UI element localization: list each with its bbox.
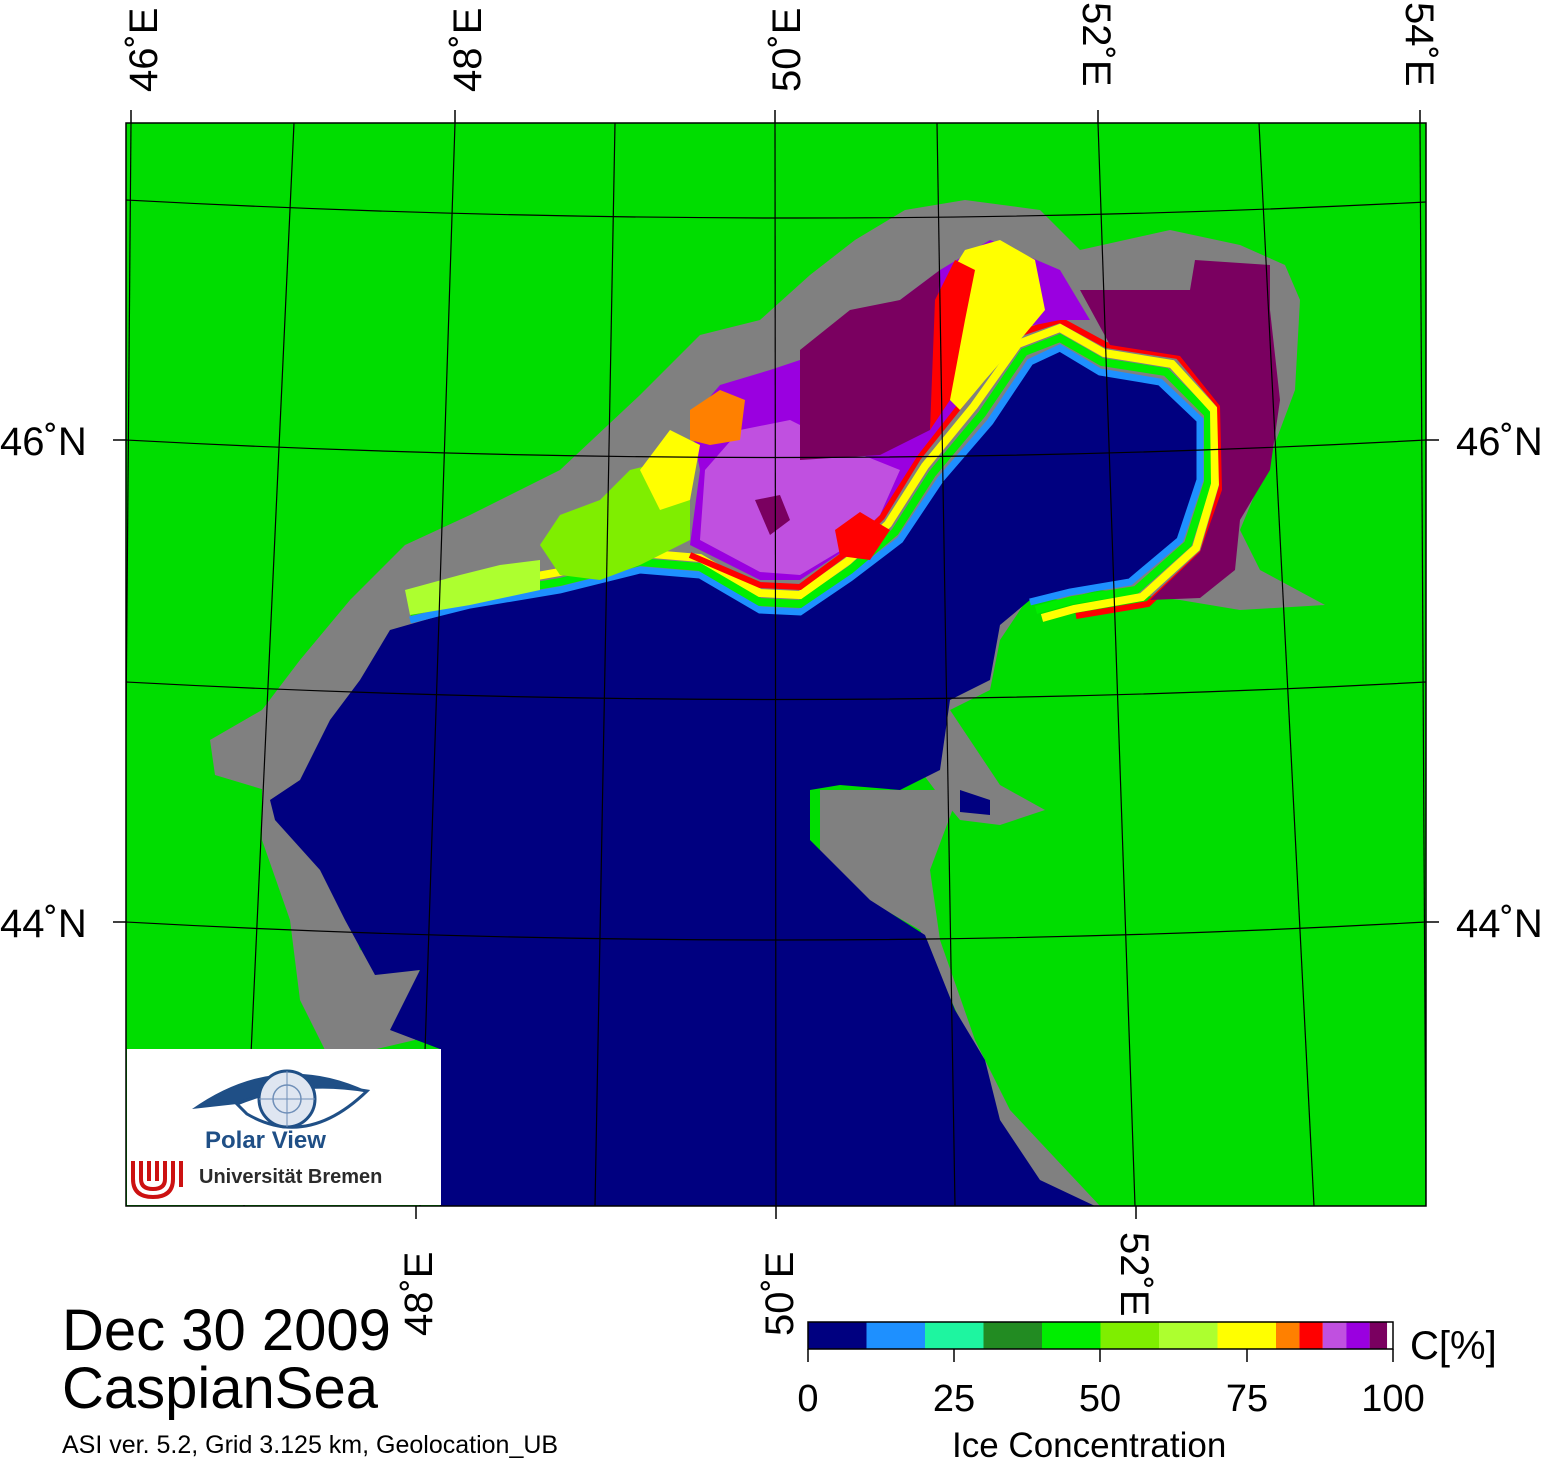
lon-label-top-52: 52˚E xyxy=(1074,2,1118,87)
map-date: Dec 30 2009 xyxy=(62,1298,391,1363)
ice-rim-low xyxy=(409,344,1204,624)
logo-title: Polar View xyxy=(205,1127,326,1154)
lon-label-top-50: 50˚E xyxy=(765,8,809,93)
ice-red-south xyxy=(835,512,890,560)
colorbar-tick-label: 100 xyxy=(1361,1378,1425,1420)
ice-rim-mid xyxy=(409,333,1212,616)
colorbar-unit: C[%] xyxy=(1410,1324,1497,1368)
colorbar-bin xyxy=(866,1322,925,1349)
axis-ticks xyxy=(113,110,1439,1219)
colorbar-bin xyxy=(808,1322,867,1349)
map-info: ASI ver. 5.2, Grid 3.125 km, Geolocation… xyxy=(62,1431,559,1459)
lat-label-right-44: 44˚N xyxy=(1456,902,1543,946)
ice-very-high-3 xyxy=(755,495,790,535)
colorbar-bin xyxy=(1217,1322,1276,1349)
colorbar-bin xyxy=(1276,1322,1300,1349)
colorbar-title: Ice Concentration xyxy=(952,1426,1227,1465)
coastal-fringe-west xyxy=(262,780,420,1060)
colorbar-tick-label: 0 xyxy=(797,1378,819,1420)
caspian-sea-water xyxy=(270,345,1200,1206)
lat-label-right-46: 46˚N xyxy=(1456,420,1543,464)
map-region: CaspianSea xyxy=(62,1356,378,1421)
colorbar-bin xyxy=(1299,1322,1323,1349)
colorbar-bin xyxy=(925,1322,984,1349)
colorbar-bin xyxy=(1159,1322,1218,1349)
colorbar-bin xyxy=(1322,1322,1347,1349)
colorbar-bin xyxy=(1042,1322,1101,1349)
ice-very-high-2 xyxy=(1080,260,1280,600)
colorbar-bin xyxy=(1100,1322,1159,1349)
colorbar-bin xyxy=(1369,1322,1388,1349)
lon-label-top-48: 48˚E xyxy=(446,8,490,93)
lon-label-top-54: 54˚E xyxy=(1397,2,1441,87)
lon-label-bottom-48: 48˚E xyxy=(397,1252,441,1337)
university-mark-icon xyxy=(131,1161,183,1200)
lat-label-left-44: 44˚N xyxy=(0,902,87,946)
colorbar-bin xyxy=(1387,1322,1393,1349)
sea-bay xyxy=(960,790,990,815)
ice-orange-west xyxy=(690,390,745,445)
colorbar-bin xyxy=(983,1322,1042,1349)
colorbar xyxy=(808,1322,1393,1349)
logo-institution: Universität Bremen xyxy=(199,1166,383,1188)
colorbar-tick-label: 50 xyxy=(1078,1378,1122,1420)
colorbar-ticks xyxy=(807,1349,1394,1362)
eye-logo-icon xyxy=(192,1069,371,1129)
lon-label-top-46: 46˚E xyxy=(122,8,166,93)
ice-very-high-1 xyxy=(800,270,940,460)
ice-lime-west-coast xyxy=(405,560,540,615)
ice-yellow-west xyxy=(640,430,700,510)
colorbar-tick-label: 25 xyxy=(932,1378,976,1420)
colorbar-bin xyxy=(1346,1322,1370,1349)
coastal-fringe-east xyxy=(820,790,1100,1206)
polar-view-logo: Polar View Universität Bremen xyxy=(127,1049,441,1205)
graticule xyxy=(126,123,1426,1206)
lat-label-left-46: 46˚N xyxy=(0,420,87,464)
lon-label-bottom-50: 50˚E xyxy=(758,1252,802,1337)
colorbar-tick-label: 75 xyxy=(1225,1378,1269,1420)
lon-label-bottom-52: 52˚E xyxy=(1112,1232,1156,1317)
